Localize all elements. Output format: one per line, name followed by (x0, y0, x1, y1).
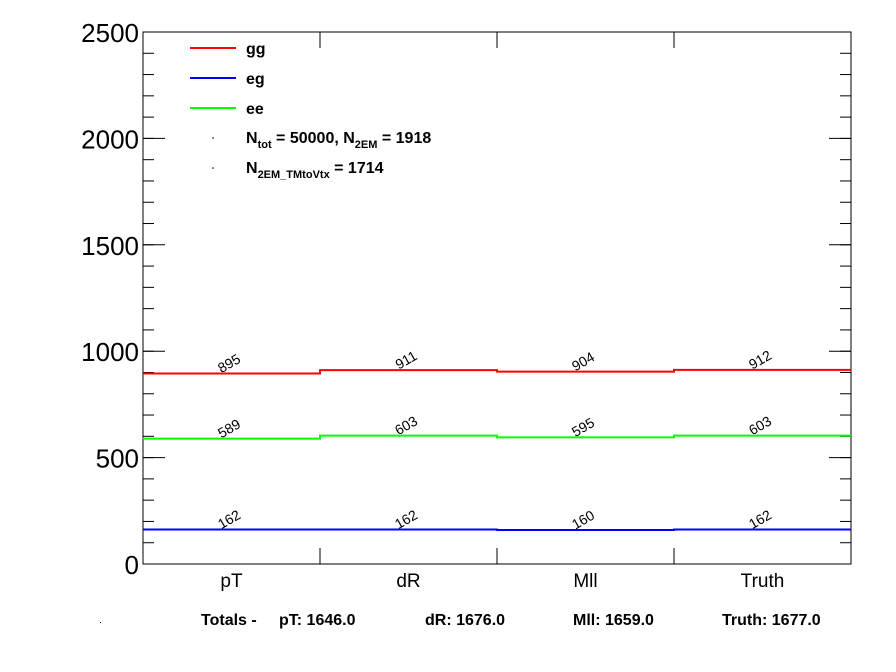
y-tick-label: 1000 (81, 337, 139, 367)
annotation-ntot-sub: tot (258, 139, 272, 151)
y-tick-label: 1500 (81, 231, 139, 261)
data-label-gg: 904 (569, 348, 597, 374)
data-label-ee: 603 (746, 412, 774, 438)
data-label-ee: 603 (392, 412, 420, 438)
y-tick-label: 500 (96, 444, 139, 474)
y-tick-label: 0 (125, 550, 139, 580)
series-lines (143, 368, 851, 531)
axes: 0 500 1000 1500 2000 2500 pT dR Mll Truth (81, 18, 852, 592)
data-label-gg: 895 (215, 350, 243, 376)
annotation-n2emvtx-sub: 2EM_TMtoVtx (258, 169, 331, 181)
annotation-n2em-sub: 2EM (355, 139, 378, 151)
totals-truth: Truth: 1677.0 (722, 612, 821, 629)
series-line-gg (143, 368, 851, 375)
data-label-ee: 589 (215, 415, 243, 441)
data-label-eg: 162 (215, 506, 243, 532)
data-label-eg: 160 (569, 507, 597, 533)
legend-marker-n2emvtx (212, 167, 214, 169)
x-category-label: Truth (741, 571, 785, 592)
stray-dot (100, 622, 101, 623)
data-label-gg: 911 (392, 347, 420, 372)
y-tick-label: 2500 (81, 18, 139, 48)
series-line-ee (143, 434, 851, 440)
legend-label-ee: ee (246, 101, 264, 118)
annotation-n2em-value: = 1918 (377, 130, 431, 147)
data-label-eg: 162 (746, 506, 774, 532)
data-label-gg: 912 (746, 347, 774, 373)
annotation-ntot: Ntot = 50000, N2EM = 1918 (246, 130, 431, 151)
annotation-n2emvtx: N2EM_TMtoVtx = 1714 (246, 160, 384, 181)
totals-prefix: Totals - (201, 612, 257, 629)
x-category-label: pT (220, 571, 243, 592)
totals-dr: dR: 1676.0 (425, 612, 506, 629)
totals-pt: pT: 1646.0 (279, 612, 356, 629)
data-label-eg: 162 (392, 506, 420, 532)
data-label-ee: 595 (569, 414, 597, 440)
legend: gg eg ee Ntot = 50000, N2EM = 1918 N2EM_… (190, 41, 431, 181)
legend-label-eg: eg (246, 71, 265, 88)
x-category-label: Mll (573, 571, 597, 592)
y-tick-label: 2000 (81, 124, 139, 154)
annotation-ntot-value: = 50000, N (272, 130, 355, 147)
legend-label-gg: gg (246, 41, 266, 58)
x-category-label: dR (396, 571, 420, 592)
legend-marker-ntot (212, 137, 214, 139)
annotation-n2emvtx-value: = 1714 (330, 160, 384, 177)
totals-mll: Mll: 1659.0 (573, 612, 654, 629)
